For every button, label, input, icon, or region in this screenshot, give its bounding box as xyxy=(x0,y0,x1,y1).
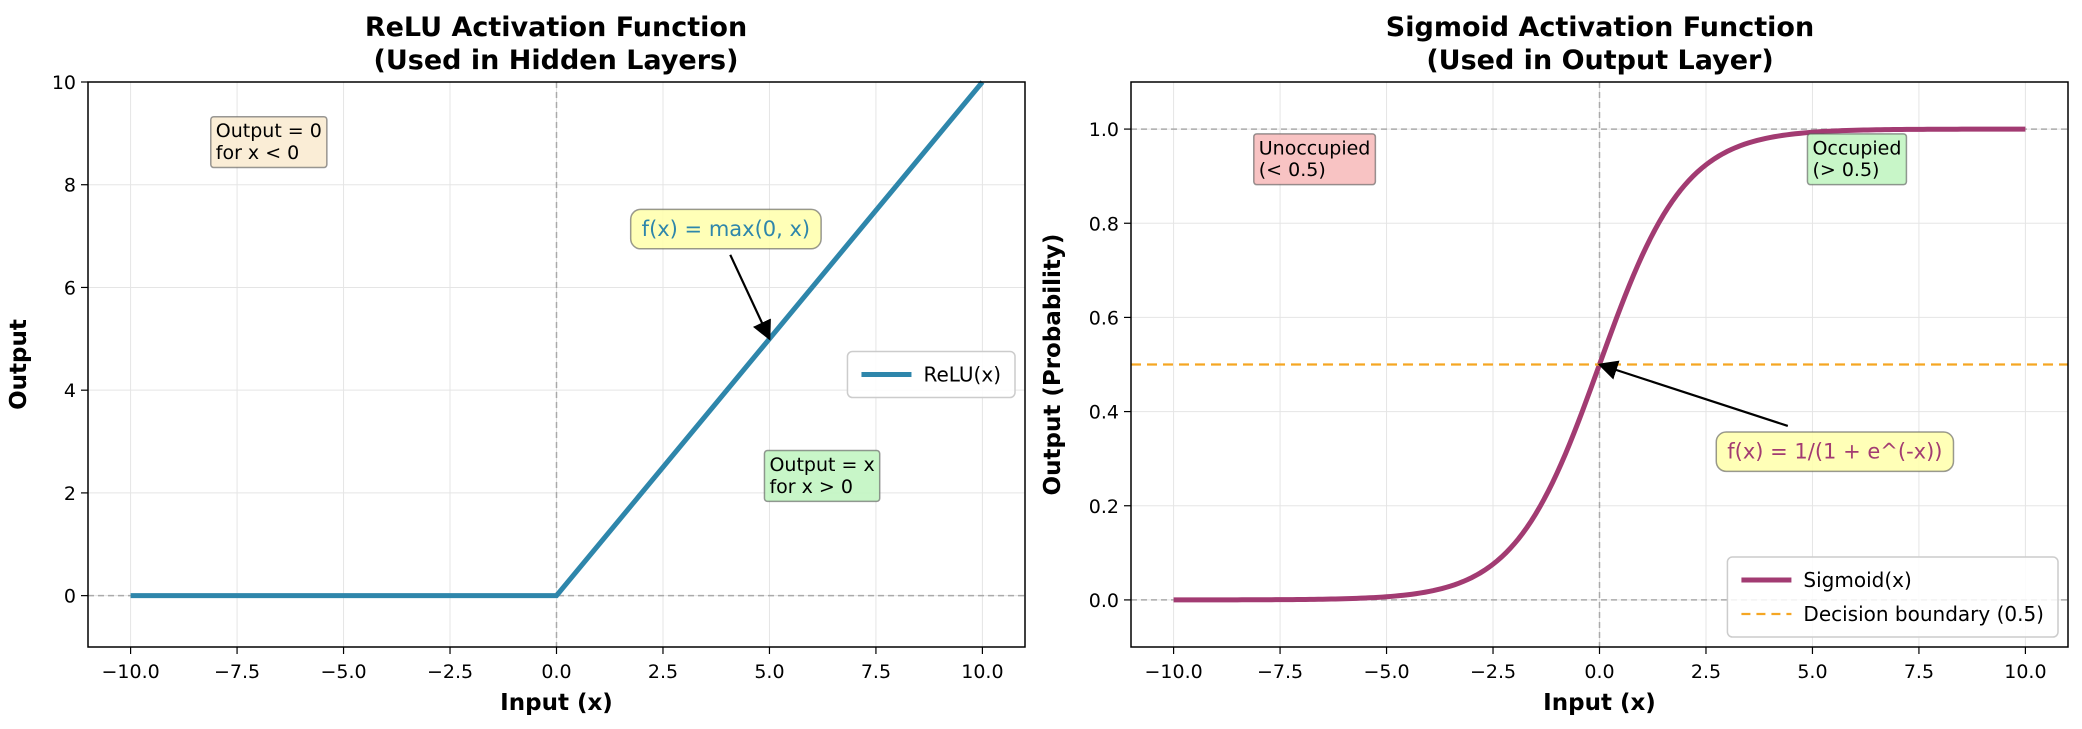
x-axis-label: Input (x) xyxy=(1543,690,1656,716)
annotation-text-line: (> 0.5) xyxy=(1812,159,1879,181)
region-annotation: Output = 0 for x < 0 xyxy=(210,115,328,169)
region-annotation: Unoccupied (< 0.5) xyxy=(1253,133,1377,186)
x-tick-label: 7.5 xyxy=(861,661,891,683)
formula-annotation: f(x) = 1/(1 + e^(-x)) xyxy=(1715,431,1955,473)
chart-title: ReLU Activation Function (Used in Hidden … xyxy=(365,12,747,76)
chart-title: Sigmoid Activation Function (Used in Outp… xyxy=(1386,12,1814,76)
legend-label: Sigmoid(x) xyxy=(1803,568,1911,592)
annotation-box xyxy=(1253,133,1377,186)
x-tick-label: −7.5 xyxy=(1257,661,1303,683)
x-axis-label: Input (x) xyxy=(500,690,613,716)
y-axis-label: Output xyxy=(6,319,32,410)
y-tick-label: 10 xyxy=(52,72,76,94)
x-tick-label: −2.5 xyxy=(427,661,473,683)
y-tick-label: 2 xyxy=(64,483,76,505)
x-tick-label: −5.0 xyxy=(320,661,366,683)
y-tick-label: 0.2 xyxy=(1089,496,1119,518)
y-axis-label: Output (Probability) xyxy=(1040,234,1066,496)
series-line-relu xyxy=(130,80,985,599)
x-tick-label: 0.0 xyxy=(541,661,571,683)
y-tick-label: 0.0 xyxy=(1089,590,1119,612)
annotation-text: Output = x for x > 0 xyxy=(769,454,874,498)
annotation-text-line: for x > 0 xyxy=(769,476,853,498)
x-tick-label: 10.0 xyxy=(2004,661,2046,683)
x-tick-label: 0.0 xyxy=(1584,661,1614,683)
formula-annotation: f(x) = max(0, x) xyxy=(629,208,822,250)
region-annotation: Output = x for x > 0 xyxy=(763,449,881,503)
legend: Sigmoid(x) Decision boundary (0.5) xyxy=(1726,556,2059,638)
annotation-text: f(x) = 1/(1 + e^(-x)) xyxy=(1727,440,1942,464)
legend-label: ReLU(x) xyxy=(923,363,1001,387)
chart-title-line: ReLU Activation Function xyxy=(365,12,747,43)
y-tick-label: 8 xyxy=(64,175,76,197)
annotation-text-line: Occupied xyxy=(1812,137,1901,159)
annotation-text-line: Unoccupied xyxy=(1259,137,1371,159)
legend-box xyxy=(846,350,1016,399)
legend-box xyxy=(1726,556,2059,638)
annotation-text: Output = 0 for x < 0 xyxy=(216,120,322,164)
chart-title-line: (Used in Output Layer) xyxy=(1426,45,1773,76)
annotation-box xyxy=(1806,133,1908,186)
annotation-text-line: f(x) = 1/(1 + e^(-x)) xyxy=(1727,440,1942,464)
annotation-text-line: for x < 0 xyxy=(216,142,299,164)
x-tick-label: 2.5 xyxy=(648,661,678,683)
x-tick-label: −5.0 xyxy=(1363,661,1409,683)
x-tick-label: −2.5 xyxy=(1470,661,1516,683)
annotation-arrow xyxy=(1597,360,1789,428)
annotation-text: Occupied (> 0.5) xyxy=(1812,137,1901,181)
y-tick-label: 0 xyxy=(64,586,76,608)
y-tick-label: 0.4 xyxy=(1089,402,1119,424)
x-tick-label: −10.0 xyxy=(1144,661,1202,683)
legend: ReLU(x) xyxy=(846,350,1016,399)
annotation-text-line: (< 0.5) xyxy=(1259,159,1326,181)
chart-title-line: (Used in Hidden Layers) xyxy=(374,45,739,76)
sigmoid-chart: Sigmoid Activation Function (Used in Outp… xyxy=(1040,12,2069,716)
y-tick-label: 1.0 xyxy=(1089,119,1119,141)
annotation-arrow xyxy=(729,254,771,341)
chart-title-line: Sigmoid Activation Function xyxy=(1386,12,1814,43)
y-tick-label: 4 xyxy=(64,380,76,402)
x-tick-label: 7.5 xyxy=(1904,661,1934,683)
region-annotation: Occupied (> 0.5) xyxy=(1806,133,1908,186)
x-tick-label: −10.0 xyxy=(101,661,159,683)
y-tick-label: 6 xyxy=(64,277,76,299)
annotation-box xyxy=(629,208,822,250)
legend-label: Decision boundary (0.5) xyxy=(1803,602,2044,626)
x-tick-label: −7.5 xyxy=(214,661,260,683)
annotation-box xyxy=(763,449,881,503)
x-tick-label: 5.0 xyxy=(754,661,784,683)
y-tick-label: 0.6 xyxy=(1089,307,1119,329)
annotation-text-line: Output = x xyxy=(769,454,874,476)
annotation-box xyxy=(1715,431,1955,473)
y-tick-label: 0.8 xyxy=(1089,213,1119,235)
x-tick-label: 10.0 xyxy=(961,661,1003,683)
annotation-box xyxy=(210,115,328,169)
annotation-text: Unoccupied (< 0.5) xyxy=(1259,137,1371,181)
relu-chart: ReLU Activation Function (Used in Hidden … xyxy=(6,12,1026,716)
annotation-text-line: f(x) = max(0, x) xyxy=(642,217,810,241)
x-tick-label: 5.0 xyxy=(1797,661,1827,683)
x-tick-label: 2.5 xyxy=(1691,661,1721,683)
annotation-text-line: Output = 0 xyxy=(216,120,322,142)
annotation-text: f(x) = max(0, x) xyxy=(642,217,810,241)
